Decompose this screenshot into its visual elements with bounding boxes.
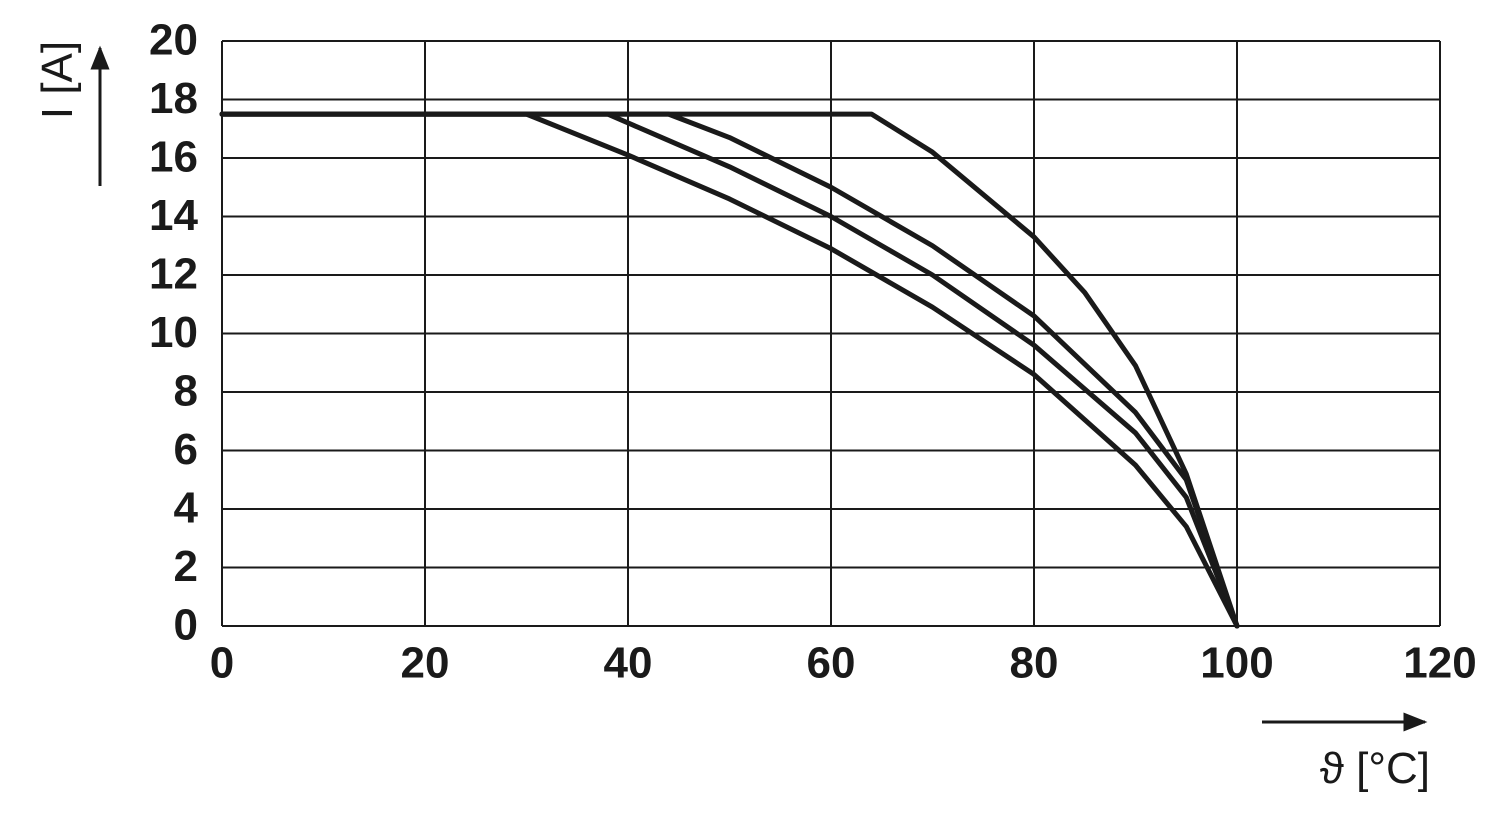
y-tick-label: 0 xyxy=(174,601,198,650)
y-axis-label: I [A] xyxy=(33,41,82,119)
x-tick-label: 40 xyxy=(604,639,653,688)
x-axis-label: ϑ [°C] xyxy=(1320,744,1430,793)
x-tick-label: 80 xyxy=(1010,639,1059,688)
y-tick-label: 4 xyxy=(174,484,199,533)
y-tick-label: 16 xyxy=(149,133,198,182)
x-tick-label: 120 xyxy=(1403,639,1476,688)
y-tick-label: 20 xyxy=(149,16,198,65)
x-tick-label: 100 xyxy=(1200,639,1273,688)
y-tick-label: 2 xyxy=(174,542,198,591)
y-tick-label: 6 xyxy=(174,425,198,474)
x-tick-label: 60 xyxy=(807,639,856,688)
y-tick-label: 14 xyxy=(149,191,198,240)
curve xyxy=(219,111,1240,629)
y-tick-label: 18 xyxy=(149,74,198,123)
x-tick-label: 0 xyxy=(210,639,234,688)
curve xyxy=(219,111,1240,629)
y-tick-label: 8 xyxy=(174,367,198,416)
y-tick-label: 10 xyxy=(149,308,198,357)
y-tick-label: 12 xyxy=(149,250,198,299)
curve xyxy=(219,111,1240,629)
x-tick-label: 20 xyxy=(401,639,450,688)
curve xyxy=(219,111,1240,629)
